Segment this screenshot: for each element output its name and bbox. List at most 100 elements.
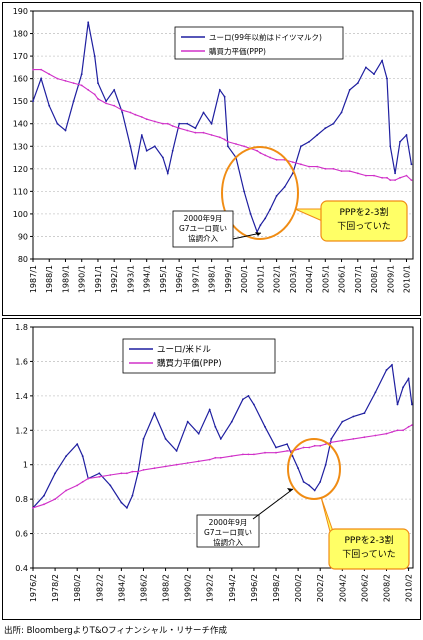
data-point xyxy=(43,494,45,497)
y-tick-label: 100 xyxy=(13,210,28,219)
data-point xyxy=(275,195,278,197)
legend-label: ユーロ/米ドル xyxy=(157,344,211,355)
data-point xyxy=(120,472,123,475)
y-tick-label: 0.4 xyxy=(15,564,28,573)
data-point xyxy=(230,455,233,457)
data-point xyxy=(186,462,189,464)
x-tick-label: 1992/1 xyxy=(110,265,119,293)
data-point xyxy=(373,73,375,75)
x-tick-label: 1998/2 xyxy=(272,574,281,602)
data-point xyxy=(210,134,213,136)
y-tick-label: 1.8 xyxy=(15,323,28,332)
data-point xyxy=(197,432,200,435)
callout-pointer xyxy=(294,208,328,224)
callout-ppp-text: PPPを2-3割下回っていた xyxy=(337,206,391,232)
data-point xyxy=(394,172,396,175)
data-point xyxy=(140,116,143,118)
data-point xyxy=(324,463,327,466)
data-point xyxy=(121,109,124,112)
x-tick-label: 1990/2 xyxy=(184,574,193,602)
data-point xyxy=(76,484,79,487)
data-point xyxy=(194,131,197,134)
data-point xyxy=(253,403,255,406)
data-point xyxy=(396,429,399,432)
y-tick-label: 190 xyxy=(13,7,28,16)
data-point xyxy=(131,494,134,497)
data-point xyxy=(399,140,401,143)
x-tick-label: 2004/1 xyxy=(305,265,314,293)
data-point xyxy=(56,77,59,80)
data-point xyxy=(171,149,174,152)
x-tick-label: 2002/2 xyxy=(316,574,325,602)
data-point xyxy=(247,453,250,456)
data-point xyxy=(186,129,189,132)
data-point xyxy=(275,451,277,454)
data-point xyxy=(126,472,128,475)
data-point xyxy=(363,412,366,414)
data-point xyxy=(264,217,267,220)
x-tick-label: 2010/2 xyxy=(405,574,414,602)
x-tick-label: 2005/1 xyxy=(321,265,330,293)
data-point xyxy=(223,95,226,98)
callout-ring xyxy=(287,438,341,500)
data-point xyxy=(405,134,408,136)
callout-ppp-text-line: 下回っていた xyxy=(337,221,391,232)
data-point xyxy=(386,77,388,80)
data-point xyxy=(302,446,305,449)
chart-top-svg: 80 90 100 110 120 130 140 150 160 170 180 190 1987/1… xyxy=(13,7,414,293)
data-point xyxy=(87,477,90,480)
data-point xyxy=(81,455,84,457)
y-tick-label: 1 xyxy=(23,461,28,470)
x-tick-label: 1989/1 xyxy=(61,265,70,293)
data-point xyxy=(275,446,277,449)
data-point xyxy=(330,441,333,444)
data-point xyxy=(230,420,233,423)
data-point xyxy=(197,460,200,463)
data-point xyxy=(186,122,189,125)
data-point xyxy=(43,503,45,506)
data-point xyxy=(137,472,139,475)
data-point xyxy=(313,489,316,492)
y-tick-label: 160 xyxy=(13,75,28,84)
x-tick-label: 1996/1 xyxy=(175,265,184,293)
data-point xyxy=(352,438,355,440)
intervention-note-text: 2000年9月 G7ユーロ買い協調介入 xyxy=(179,213,227,243)
data-point xyxy=(98,472,101,475)
data-point xyxy=(286,443,288,445)
data-point xyxy=(308,140,310,143)
data-point xyxy=(332,167,335,170)
data-point xyxy=(402,386,404,389)
data-point xyxy=(76,443,79,445)
data-point xyxy=(178,127,181,130)
x-tick-label: 1986/2 xyxy=(139,574,148,602)
y-tick-label: 1.4 xyxy=(15,392,28,401)
data-point xyxy=(356,172,359,175)
data-point xyxy=(297,467,299,470)
data-point xyxy=(142,438,145,440)
legend-box xyxy=(174,26,344,60)
data-point xyxy=(194,127,197,130)
data-point xyxy=(54,498,56,500)
data-point xyxy=(269,208,271,211)
data-point xyxy=(153,120,156,123)
data-point xyxy=(54,472,56,475)
y-tick-label: 150 xyxy=(13,97,28,106)
data-point xyxy=(319,444,322,447)
data-point xyxy=(340,111,343,114)
data-point xyxy=(40,68,42,71)
data-point xyxy=(352,415,355,418)
data-point xyxy=(113,89,116,91)
data-point xyxy=(381,176,383,179)
data-point xyxy=(407,377,410,380)
data-point xyxy=(386,176,388,179)
data-point xyxy=(97,98,99,100)
data-point xyxy=(348,89,351,91)
x-tick-label: 1987/1 xyxy=(29,265,38,293)
data-point xyxy=(259,152,262,154)
x-tick-label: 2009/1 xyxy=(386,265,395,293)
data-point xyxy=(140,134,143,136)
data-point xyxy=(324,127,327,130)
data-point xyxy=(332,122,335,125)
intervention-arrow xyxy=(252,488,294,520)
data-point xyxy=(218,89,221,91)
